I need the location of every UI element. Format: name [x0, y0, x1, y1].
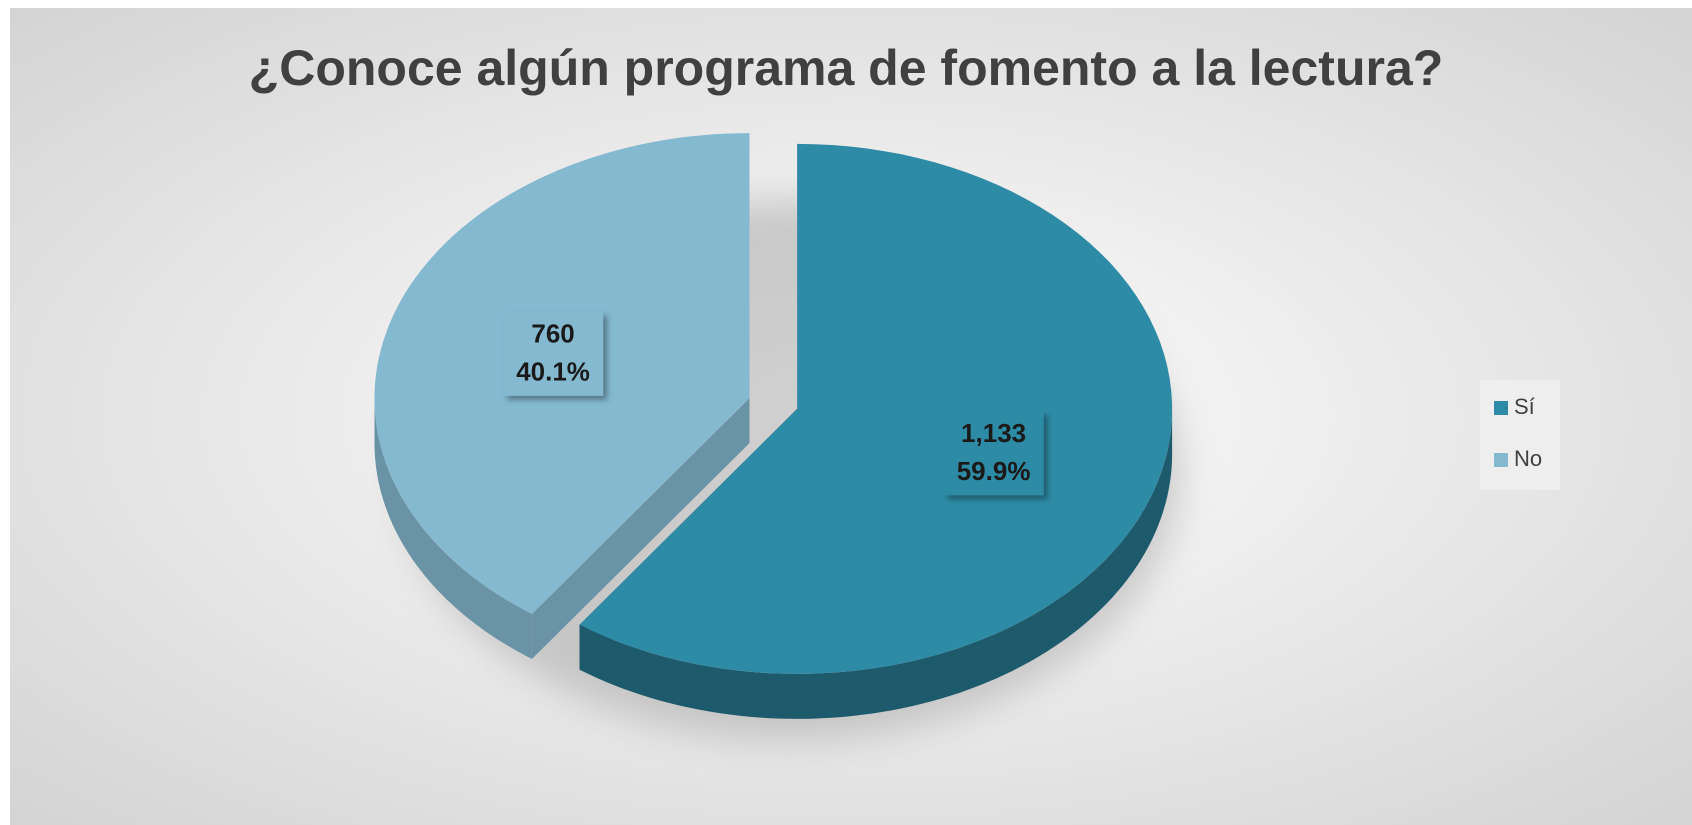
- data-label-percent: 40.1%: [516, 357, 590, 387]
- data-label-box: [943, 411, 1044, 496]
- data-label-value: 1,133: [961, 418, 1026, 448]
- slice-rim: [374, 398, 532, 659]
- slice-side: [531, 398, 750, 659]
- data-label-box: [503, 311, 604, 396]
- slice-rim: [579, 408, 1173, 719]
- legend-swatch: [1494, 453, 1508, 467]
- legend-swatch: [1494, 401, 1508, 415]
- legend-box: [1480, 380, 1560, 490]
- slice: [579, 143, 1173, 674]
- data-label-percent: 59.9%: [957, 456, 1031, 486]
- chart-title: ¿Conoce algún programa de fomento a la l…: [249, 40, 1444, 96]
- legend-label: No: [1514, 446, 1542, 471]
- legend-label: Sí: [1514, 394, 1535, 419]
- pie: 1,133 59.9% 760 40.1%: [374, 133, 1173, 719]
- legend: Sí No: [1494, 394, 1542, 471]
- data-label-value: 760: [531, 319, 574, 349]
